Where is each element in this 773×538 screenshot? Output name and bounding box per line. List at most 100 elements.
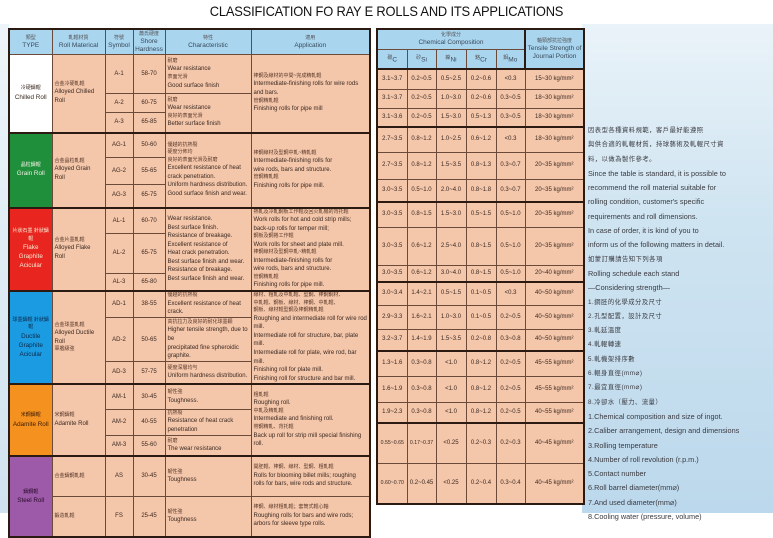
symbol-cell: AL-3: [104, 272, 134, 292]
application-line: rolls for bars, wire rods and structure.: [253, 481, 353, 488]
element-symbol: Ni: [450, 55, 457, 63]
note-line: In case of order, it is kind of you to: [588, 226, 699, 236]
application-line: Back up roll for strip mill special fini…: [253, 432, 362, 448]
composition-cell: 0.1~0.5: [465, 304, 497, 330]
hardness-cell: 30-45: [132, 383, 166, 410]
note-line: 與供合適的軋輥材質，持球藝術及軋輥尺寸資: [588, 141, 724, 149]
table-header-row: 化學成分 Chemical Composition 軸頸部抗拉強度 Tensil…: [376, 28, 585, 70]
characteristic-line: 高抗拉力及良好的耐化球墨顆: [167, 318, 233, 325]
table-row: 球墨鑄輥 針狀鑄輥 Ductile Graphite Acicular 合金球墨軋輥…: [8, 290, 371, 385]
composition-cell: 3.0~3.5: [376, 178, 408, 203]
roll-material-cell: 合金鑄鋼軋輥: [51, 455, 106, 497]
composition-cell: 0.8~1.5: [465, 226, 497, 266]
note-line: 料，以做為製作參考。: [588, 155, 656, 163]
application-line: wire rods, bars and structure.: [253, 266, 332, 273]
composition-cell: 0.17~0.37: [406, 422, 437, 464]
composition-cell: 2.9~3.3: [376, 304, 408, 330]
characteristic-line: Toughness: [167, 517, 197, 524]
composition-row: 1.3~1.6 0.3~0.8 <1.0 0.8~1.2 0.2~0.5 45~55 kg…: [376, 350, 585, 377]
chem-header-en: Chemical Composition: [418, 39, 484, 47]
element-header: 鉻Cr: [465, 48, 497, 70]
tensile-strength-cell: 40~45 kg/mm²: [524, 462, 585, 505]
characteristic-cell: 抗熱裂 Resistance of heat crack penetration: [164, 408, 252, 436]
composition-cell: 2.7~3.5: [376, 126, 408, 153]
composition-row: 3.0~3.4 1.4~2.1 0.5~1.5 0.1~0.5 <0.3 40~50 kg…: [376, 281, 585, 306]
composition-cell: 1.6~1.9: [376, 375, 408, 403]
note-line: Rolling schedule each stand: [588, 268, 680, 278]
application-cell: 棒鋼及線材的中間~完成精軋輥 Intermediate-finishing rol…: [250, 54, 371, 133]
element-header-row: 碳C 矽Si 鎳Ni 鉻Cr 鉬Mo: [376, 48, 584, 70]
roll-material-zh: 合金球墨軋輥: [54, 321, 85, 328]
composition-row: 3.1~3.7 0.2~0.5 0.5~2.5 0.2~0.6 <0.3 15~30 kg…: [376, 68, 585, 90]
composition-cell: 0.8~1.2: [406, 126, 437, 153]
hardness-cell: 60-70: [132, 206, 166, 235]
composition-cell: <1.0: [435, 375, 467, 403]
roll-type-cell: 米鋼鑄輥 Adamite Roll: [8, 383, 53, 457]
composition-cell: 0.8~1.8: [465, 178, 497, 203]
column-header-zh: 特性: [202, 35, 213, 41]
page-background-left: [0, 24, 9, 513]
page-title: CLASSIFICATION FO RAY E ROLLS AND ITS AP…: [209, 3, 564, 19]
symbol-cell: FS: [104, 495, 134, 538]
composition-cell: <1.0: [435, 401, 467, 424]
symbol-cell: AM-1: [104, 383, 134, 410]
characteristic-line: 硬度分佈均: [167, 149, 193, 156]
roll-type-en: Adamite Roll: [12, 420, 49, 428]
symbol-cell: AG-2: [104, 157, 134, 185]
composition-cell: 0.1~0.5: [465, 281, 497, 306]
chem-header-zh: 化學成分: [440, 32, 461, 39]
application-line: Work rolls for sheet and plate mill.: [253, 241, 344, 248]
composition-cell: 0.5~1.0: [495, 201, 526, 228]
roll-material-zh: 合金晶粒軋輥: [54, 157, 85, 164]
roll-type-cell: 球墨鑄輥 針狀鑄輥 Ductile Graphite Acicular: [8, 290, 53, 385]
composition-cell: 0.2~0.45: [406, 462, 437, 505]
table-row: 片狀石墨 針狀鑄輥 Flake Graphite Acicular 合金片墨軋輥 Al…: [8, 206, 371, 292]
characteristic-cell: 韌性強 Toughness.: [164, 383, 252, 410]
composition-cell: 0.5~1.5: [435, 281, 467, 306]
composition-cell: 1.4~2.1: [406, 281, 437, 306]
application-line: 鋼板及鋼捲工作輥: [253, 233, 294, 240]
characteristic-line: Toughness: [167, 477, 197, 484]
composition-cell: 2.5~4.0: [435, 226, 467, 266]
composition-cell: 0.5~1.0: [406, 178, 437, 203]
characteristic-line: Wear resistance: [167, 66, 211, 73]
characteristic-cell: 高抗拉力及良好的耐化球墨顆 Higher tensile strength, du…: [164, 317, 252, 363]
column-header: 適用 Application: [250, 28, 371, 55]
composition-cell: 1.5~3.0: [435, 201, 467, 228]
composition-cell: 0.2~0.5: [406, 88, 437, 109]
characteristic-line: Best surface finish and wear.: [167, 276, 245, 283]
tensile-strength-cell: 40~45 kg/mm²: [524, 422, 585, 464]
column-header-en: TYPE: [22, 42, 40, 49]
composition-cell: 1.0~3.0: [435, 304, 467, 330]
characteristic-cell: 韌性強 Toughness: [164, 455, 252, 497]
roll-material-en: Alloyed Flake Roll: [54, 245, 91, 261]
note-line: 3.軋延溫度: [588, 327, 622, 335]
application-line: 棒鋼及線材的中間~完成精軋輥: [253, 72, 322, 79]
roll-material-zh: 合金冷硬軋輥: [54, 80, 85, 87]
hardness-cell: 30-45: [132, 455, 166, 497]
composition-cell: 3.0~3.5: [376, 226, 408, 266]
composition-cell: 1.9~2.3: [376, 401, 408, 424]
composition-cell: 0.6~1.2: [406, 264, 437, 283]
composition-cell: 0.2~0.6: [465, 88, 497, 109]
application-line: Roughing rolls for bars and wire rods;: [253, 512, 354, 519]
symbol-cell: AD-3: [104, 361, 134, 385]
composition-row: 1.9~2.3 0.3~0.8 <1.0 0.8~1.2 0.2~0.5 40~55 kg…: [376, 401, 585, 424]
note-line: 7.最宜直徑(mm⌀): [588, 384, 643, 392]
composition-cell: 1.5~3.5: [435, 151, 467, 180]
composition-cell: 0.5~1.0: [495, 264, 526, 283]
characteristic-line: Higher tensile strength, due to be: [167, 327, 248, 342]
symbol-cell: AM-3: [104, 434, 134, 457]
symbol-cell: AG-3: [104, 184, 134, 208]
composition-row: 3.0~3.5 0.6~1.2 3.0~4.0 0.8~1.5 0.5~1.0 20~40…: [376, 264, 585, 283]
composition-row: 3.1~3.6 0.2~0.5 1.5~3.0 0.5~1.3 0.3~0.5 18~30…: [376, 107, 585, 128]
symbol-cell: AM-2: [104, 408, 134, 436]
tensile-strength-cell: 40~50 kg/mm²: [524, 281, 585, 306]
application-cell: 棒鋼線材及型鋼中軋~精軋輥 Intermediate-finishing roll…: [250, 131, 371, 208]
roll-material-cell: 合金冷硬軋輥 Alloyed Chilled Roll: [51, 54, 106, 133]
characteristic-cell: 優越的抗熱裂 Excellent resistance of heat crack…: [164, 290, 252, 319]
note-line: 7.And used diameter(mm⌀): [588, 497, 677, 507]
characteristic-line: 優越的抗熱裂: [167, 141, 198, 148]
table-row: AM-3 55-60 耐磨 The wear resistance: [9, 434, 370, 457]
note-line: 2.孔型配置，設計及尺寸: [588, 312, 663, 320]
